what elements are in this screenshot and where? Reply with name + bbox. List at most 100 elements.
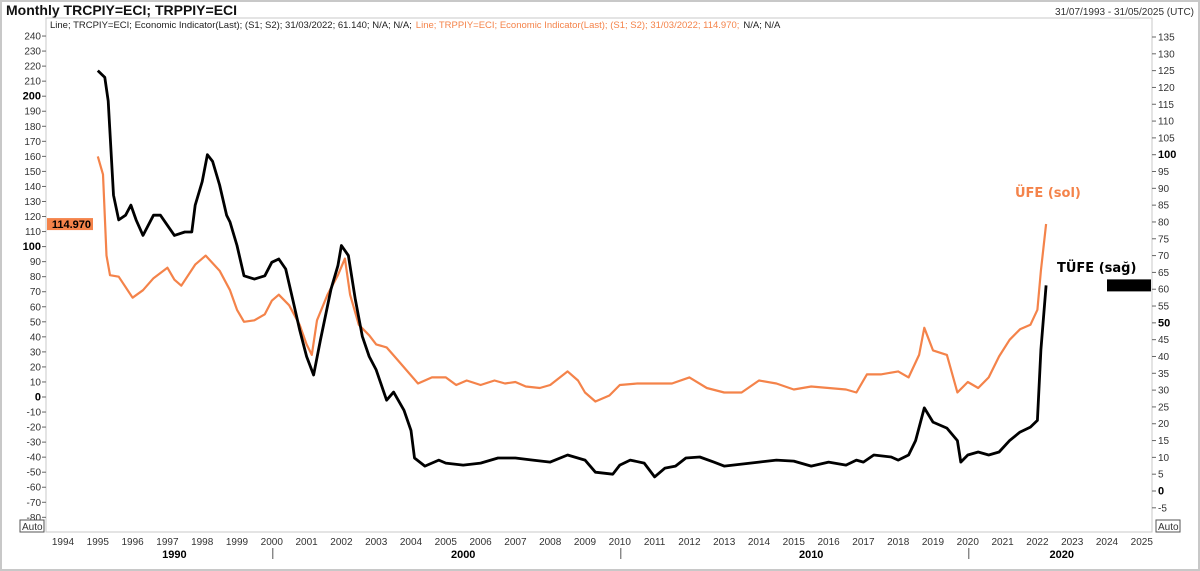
right-tick-label: 115 xyxy=(1158,100,1174,111)
x-tick-label: 2011 xyxy=(644,537,666,548)
x-tick-label: 2002 xyxy=(330,537,353,548)
x-tick-label: 2021 xyxy=(991,537,1014,548)
auto-left-button[interactable] xyxy=(19,519,45,533)
x-tick-label: 2015 xyxy=(783,537,806,548)
date-range: 31/07/1993 - 31/05/2025 (UTC) xyxy=(1055,7,1194,18)
x-tick-label: 1998 xyxy=(191,537,214,548)
annotation-ufe: ÜFE (sol) xyxy=(1015,185,1081,201)
left-tick-label: 200 xyxy=(23,91,41,103)
left-tick-label: -20 xyxy=(27,423,42,434)
left-tick-label: -40 xyxy=(27,453,42,464)
left-tick-label: 30 xyxy=(30,347,42,358)
x-tick-label: 2023 xyxy=(1061,537,1084,548)
right-tick-label: 105 xyxy=(1158,133,1175,144)
right-tick-label: 90 xyxy=(1158,184,1170,195)
x-axis: 1994 1995 1996 1997 1998 1999 2000 2001 2002 2003… xyxy=(52,537,1153,561)
left-tick-label: 170 xyxy=(24,137,41,148)
right-tick-label: 125 xyxy=(1158,66,1175,77)
x-tick-label: 1999 xyxy=(226,537,249,548)
series-group xyxy=(96,69,1048,479)
x-tick-label: 2016 xyxy=(817,537,840,548)
left-tick-label: -70 xyxy=(27,498,42,509)
left-tick-label: 110 xyxy=(25,227,41,238)
x-tick-label: 2020 xyxy=(957,537,980,548)
left-tick-label: 90 xyxy=(30,257,42,268)
right-tick-label: 25 xyxy=(1158,402,1170,413)
tufe-line xyxy=(96,69,1048,479)
x-tick-label: 2019 xyxy=(922,537,945,548)
x-tick-label: 2000 xyxy=(261,537,284,548)
ufe-line xyxy=(96,156,1048,403)
x-tick-label: 1997 xyxy=(156,537,179,548)
right-tick-label: 45 xyxy=(1158,335,1170,346)
left-tick-label: 50 xyxy=(30,317,42,328)
right-tick-label: 40 xyxy=(1158,352,1170,363)
x-tick-label: 2012 xyxy=(678,537,701,548)
right-tick-label: 85 xyxy=(1158,201,1170,212)
legend-tufe: Line; TRCPIY=ECI; Economic Indicator(Las… xyxy=(50,20,781,31)
right-tick-label: 20 xyxy=(1158,419,1170,430)
x-tick-label: 2004 xyxy=(400,537,423,548)
right-tick-label: 65 xyxy=(1158,268,1170,279)
right-tick-label: 5 xyxy=(1158,470,1164,481)
x-tick-label: 2013 xyxy=(713,537,736,548)
decade-label: 2010 xyxy=(799,549,823,561)
right-tick-label: 30 xyxy=(1158,386,1170,397)
right-tick-label: -5 xyxy=(1158,503,1167,514)
x-tick-label: 2006 xyxy=(469,537,492,548)
auto-right-button[interactable] xyxy=(1155,519,1181,533)
last-value-badge-right xyxy=(1107,279,1151,292)
right-tick-label: 55 xyxy=(1158,302,1170,313)
last-value-badge-left xyxy=(47,218,93,231)
left-tick-label: 20 xyxy=(30,362,42,373)
left-tick-label: -50 xyxy=(27,468,42,479)
left-tick-label: 120 xyxy=(24,212,41,223)
x-tick-label: 2022 xyxy=(1026,537,1049,548)
left-tick-label: 150 xyxy=(24,167,41,178)
x-tick-label: 2009 xyxy=(574,537,597,548)
right-tick-label: 135 xyxy=(1158,32,1175,43)
x-tick-label: 2024 xyxy=(1096,537,1119,548)
x-tick-label: 2005 xyxy=(435,537,458,548)
left-tick-label: 70 xyxy=(30,287,42,298)
right-axis: 1351301251201151101051009590858075706560… xyxy=(1107,32,1176,514)
left-tick-label: 100 xyxy=(23,241,41,253)
left-tick-label: -30 xyxy=(27,438,42,449)
right-tick-label: 70 xyxy=(1158,251,1170,262)
right-tick-label: 100 xyxy=(1158,149,1176,161)
left-tick-label: 60 xyxy=(30,302,42,313)
last-value-right: 61.140 xyxy=(1110,280,1144,292)
x-tick-label: 2007 xyxy=(504,537,527,548)
left-tick-label: 140 xyxy=(24,182,41,193)
left-tick-label: 10 xyxy=(30,377,42,388)
x-tick-label: 1995 xyxy=(87,537,110,548)
left-tick-label: -80 xyxy=(27,513,42,524)
x-tick-label: 2014 xyxy=(748,537,771,548)
x-tick-label: 2003 xyxy=(365,537,388,548)
right-tick-label: 60 xyxy=(1158,285,1170,296)
x-tick-label: 2025 xyxy=(1131,537,1154,548)
x-tick-label: 2001 xyxy=(295,537,318,548)
chart-title: Monthly TRCPIY=ECI; TRPPIY=ECI xyxy=(6,2,238,18)
right-tick-label: 75 xyxy=(1158,234,1170,245)
left-tick-label: -60 xyxy=(27,483,42,494)
x-tick-label: 2008 xyxy=(539,537,562,548)
left-tick-label: 0 xyxy=(35,392,41,404)
decade-label: 2020 xyxy=(1050,549,1074,561)
decade-label: 2000 xyxy=(451,549,475,561)
x-tick-label: 1996 xyxy=(121,537,144,548)
left-tick-label: 130 xyxy=(24,197,41,208)
right-tick-label: 80 xyxy=(1158,217,1170,228)
x-tick-label: 2018 xyxy=(887,537,910,548)
left-tick-label: 210 xyxy=(24,77,41,88)
plot-area xyxy=(45,17,1153,533)
right-tick-label: 120 xyxy=(1158,83,1175,94)
auto-left-label: Auto xyxy=(22,522,43,533)
left-tick-label: 220 xyxy=(24,62,41,73)
right-tick-label: 130 xyxy=(1158,49,1175,60)
left-tick-label: 80 xyxy=(30,272,42,283)
right-tick-label: 50 xyxy=(1158,317,1170,329)
decade-label: 1990 xyxy=(162,549,186,561)
right-tick-label: 15 xyxy=(1158,436,1170,447)
